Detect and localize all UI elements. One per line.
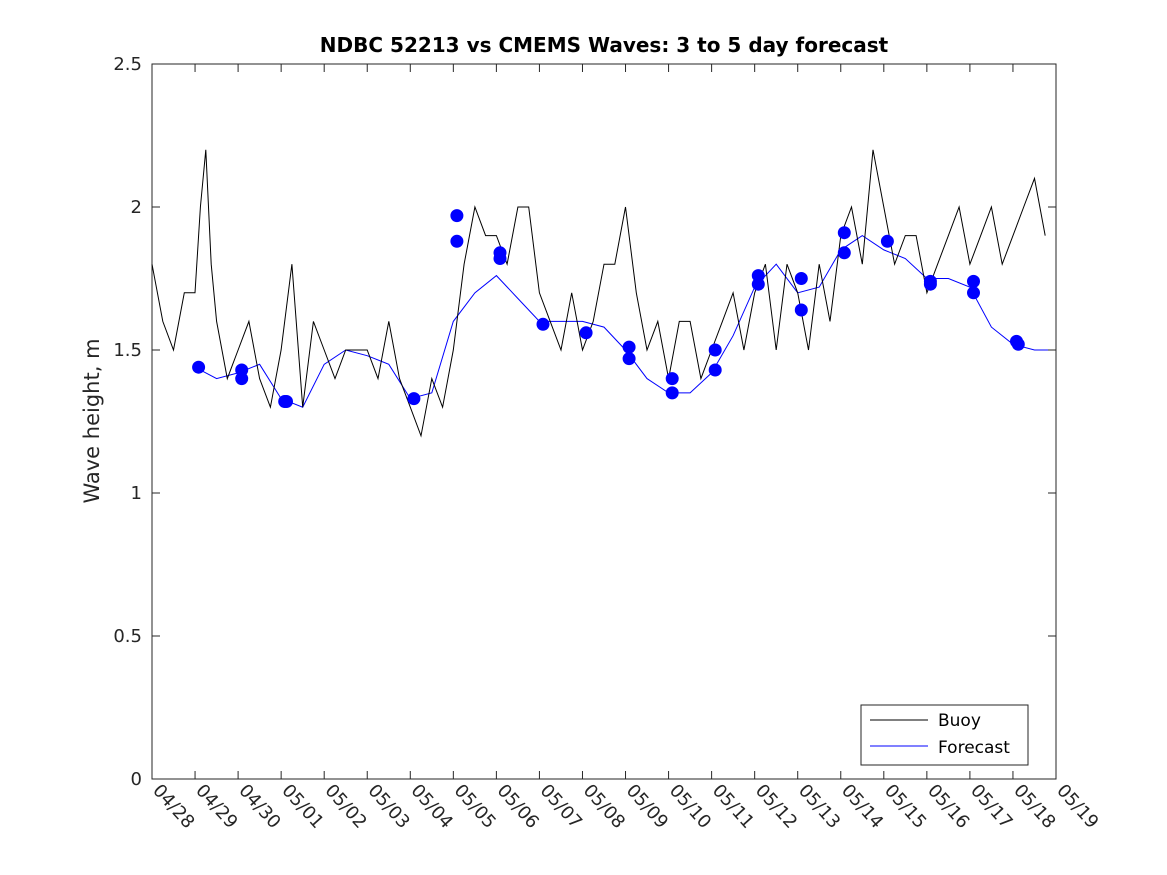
forecast-marker	[665, 386, 679, 400]
forecast-marker	[923, 277, 937, 291]
y-tick-label: 1.5	[113, 340, 142, 361]
forecast-marker	[450, 209, 464, 223]
forecast-marker	[622, 340, 636, 354]
forecast-marker	[967, 274, 980, 288]
forecast-marker	[622, 352, 636, 366]
y-tick-label: 2.5	[113, 54, 142, 75]
forecast-marker	[450, 234, 464, 248]
legend-label-forecast: Forecast	[938, 738, 1010, 758]
y-axis-label: Wave height, m	[80, 338, 104, 503]
forecast-marker	[794, 272, 808, 285]
forecast-marker	[880, 234, 894, 248]
forecast-marker	[192, 360, 206, 374]
forecast-marker	[751, 277, 765, 291]
chart-title: NDBC 52213 vs CMEMS Waves: 3 to 5 day fo…	[320, 33, 889, 57]
forecast-marker	[794, 303, 808, 317]
y-tick-label: 0	[131, 769, 142, 790]
forecast-marker	[235, 372, 249, 386]
legend: Buoy Forecast	[860, 704, 1029, 766]
forecast-marker	[1011, 337, 1025, 351]
forecast-marker	[837, 226, 851, 240]
forecast-marker	[708, 343, 722, 357]
forecast-marker	[280, 395, 293, 408]
legend-label-buoy: Buoy	[938, 711, 981, 731]
forecast-markers	[192, 209, 1025, 408]
forecast-marker	[665, 372, 679, 386]
forecast-marker	[967, 286, 980, 300]
legend-box	[860, 704, 1029, 766]
forecast-marker	[536, 317, 550, 331]
plot-area	[151, 63, 1057, 780]
y-axis: 0 0.5 1 1.5 2 2.5	[113, 54, 1056, 790]
y-tick-label: 1	[131, 483, 142, 504]
forecast-marker	[708, 363, 722, 377]
y-tick-label: 2	[131, 197, 142, 218]
forecast-marker	[493, 252, 507, 265]
forecast-marker	[837, 246, 851, 260]
y-tick-label: 0.5	[113, 626, 142, 647]
forecast-marker	[407, 392, 421, 406]
forecast-marker	[579, 326, 593, 340]
